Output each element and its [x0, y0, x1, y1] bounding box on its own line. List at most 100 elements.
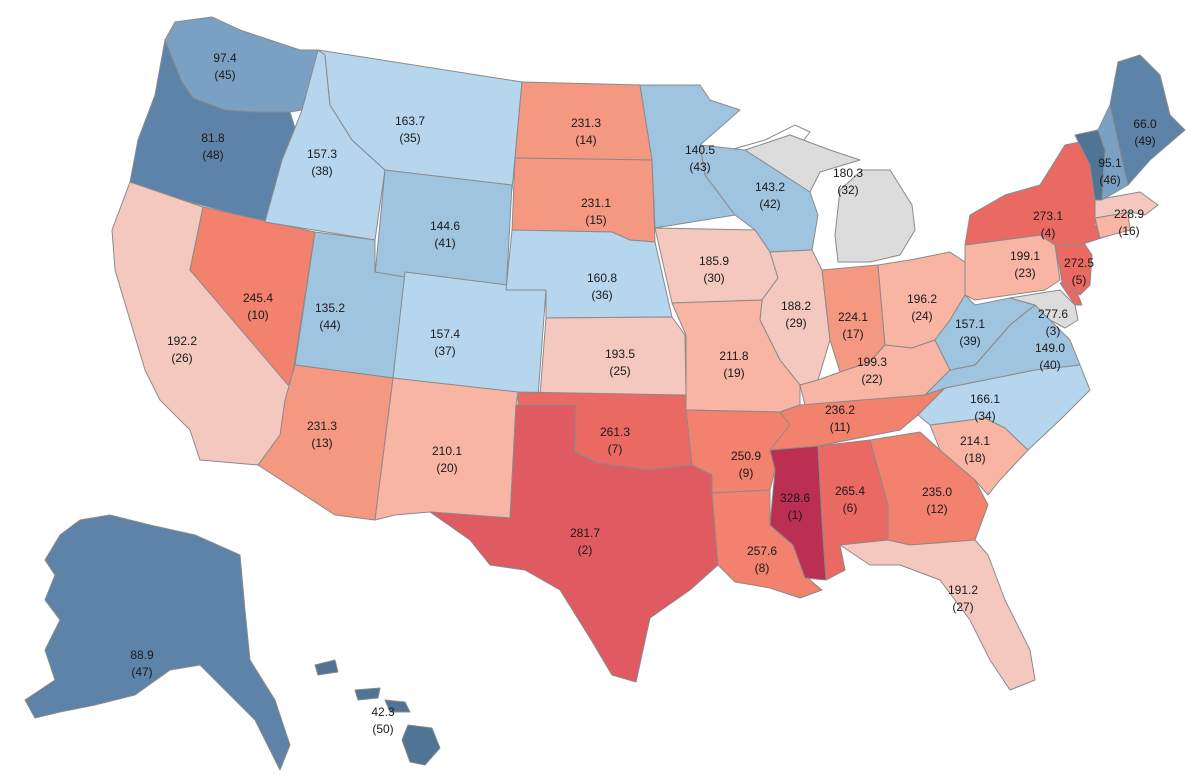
state-label-ME: 66.0 (49)	[1133, 117, 1157, 148]
state-value: 210.1	[432, 444, 462, 458]
state-rank: (18)	[964, 451, 985, 465]
state-label-IA: 185.9 (30)	[699, 254, 729, 285]
state-label-OK: 261.3 (7)	[600, 425, 630, 456]
state-TX[interactable]	[429, 404, 719, 683]
state-value: 261.3	[600, 425, 630, 439]
state-rank: (35)	[399, 131, 420, 145]
state-label-SC: 214.1 (18)	[960, 434, 990, 465]
state-label-TX: 281.7 (2)	[570, 526, 600, 557]
state-label-NJ: 272.5 (5)	[1064, 256, 1094, 287]
state-GA[interactable]	[869, 431, 989, 546]
state-label-TN: 236.2 (11)	[825, 403, 855, 434]
state-label-ND: 231.3 (14)	[571, 116, 601, 147]
state-MI[interactable]	[744, 134, 916, 263]
state-value: 157.4	[430, 327, 460, 341]
state-value: 211.8	[719, 349, 748, 363]
state-label-NM: 210.1 (20)	[432, 444, 462, 475]
state-MA[interactable]	[1094, 191, 1159, 219]
state-rank: (12)	[926, 502, 947, 516]
state-ME[interactable]	[1109, 54, 1186, 186]
state-value: 97.4	[213, 51, 237, 65]
state-PA[interactable]	[964, 234, 1061, 301]
state-value: 193.5	[605, 347, 635, 361]
state-value: 224.1	[838, 310, 868, 324]
state-value: 231.3	[307, 419, 337, 433]
state-label-MO: 211.8 (19)	[719, 349, 748, 380]
state-label-DE: 277.6 (3)	[1038, 307, 1068, 338]
state-label-MN: 140.5 (43)	[685, 143, 715, 174]
state-value: 42.3	[371, 705, 395, 719]
state-rank: (10)	[247, 308, 268, 322]
state-label-VT: 95.1 (46)	[1098, 156, 1122, 187]
state-rank: (20)	[436, 461, 457, 475]
state-rank: (7)	[608, 442, 623, 456]
state-label-WV: 157.1 (39)	[955, 317, 985, 348]
state-rank: (11)	[830, 420, 850, 434]
state-value: 265.4	[835, 484, 865, 498]
state-rank: (39)	[959, 334, 980, 348]
state-rank: (46)	[1099, 173, 1120, 187]
state-rank: (5)	[1072, 273, 1087, 287]
state-label-WY: 144.6 (41)	[430, 219, 460, 250]
state-label-NV: 245.4 (10)	[243, 291, 273, 322]
state-FL[interactable]	[839, 539, 1036, 691]
state-label-IL: 188.2 (29)	[781, 299, 811, 330]
state-label-NE: 160.8 (36)	[587, 271, 617, 302]
state-value: 231.1	[581, 196, 611, 210]
state-value: 231.3	[571, 116, 601, 130]
state-rank: (2)	[578, 543, 593, 557]
state-value: 196.2	[907, 292, 937, 306]
state-label-SD: 231.1 (15)	[581, 196, 611, 227]
state-value: 191.2	[948, 583, 978, 597]
state-value: 250.9	[731, 449, 761, 463]
state-LA[interactable]	[711, 489, 823, 599]
state-rank: (43)	[689, 160, 710, 174]
state-HI[interactable]	[314, 659, 441, 766]
state-label-AK: 88.9 (47)	[130, 648, 154, 679]
state-label-MT: 163.7 (35)	[395, 114, 425, 145]
state-label-KS: 193.5 (25)	[605, 347, 635, 378]
state-rank: (25)	[609, 364, 630, 378]
state-label-OR: 81.8 (48)	[201, 131, 225, 162]
state-label-OH: 196.2 (24)	[907, 292, 937, 323]
state-rank: (3)	[1046, 324, 1061, 338]
state-value: 214.1	[960, 434, 990, 448]
state-value: 143.2	[755, 180, 785, 194]
state-value: 163.7	[395, 114, 425, 128]
state-value: 149.0	[1035, 341, 1065, 355]
state-label-UT: 135.2 (44)	[315, 301, 345, 332]
state-AK[interactable]	[24, 514, 291, 771]
state-WV[interactable]	[934, 294, 1036, 371]
state-MO[interactable]	[671, 299, 801, 413]
state-rank: (19)	[723, 366, 744, 380]
state-rank: (1)	[788, 508, 803, 522]
state-label-NC: 166.1 (34)	[970, 392, 1000, 423]
state-label-HI: 42.3 (50)	[371, 705, 395, 736]
state-label-WI: 143.2 (42)	[755, 180, 785, 211]
state-label-LA: 257.6 (8)	[747, 544, 777, 575]
state-label-KY: 199.3 (22)	[857, 355, 887, 386]
state-label-MA: 228.9 (16)	[1114, 207, 1144, 238]
state-value: 199.1	[1010, 249, 1040, 263]
state-label-NY: 273.1 (4)	[1033, 209, 1063, 240]
state-rank: (50)	[372, 722, 393, 736]
state-rank: (9)	[739, 466, 754, 480]
state-MD[interactable]	[1009, 289, 1079, 329]
state-label-WA: 97.4 (45)	[213, 51, 237, 82]
state-label-PA: 199.1 (23)	[1010, 249, 1040, 280]
state-rank: (13)	[311, 436, 332, 450]
state-CO[interactable]	[392, 271, 547, 398]
state-rank: (40)	[1039, 358, 1060, 372]
state-value: 236.2	[825, 403, 855, 417]
state-value: 157.3	[307, 147, 337, 161]
state-value: 140.5	[685, 143, 715, 157]
state-label-VA: 149.0 (40)	[1035, 341, 1065, 372]
state-value: 135.2	[315, 301, 345, 315]
state-rank: (48)	[202, 148, 223, 162]
state-rank: (15)	[585, 213, 606, 227]
state-value: 272.5	[1064, 256, 1094, 270]
state-rank: (4)	[1041, 226, 1056, 240]
state-value: 66.0	[1133, 117, 1157, 131]
state-rank: (29)	[785, 316, 806, 330]
